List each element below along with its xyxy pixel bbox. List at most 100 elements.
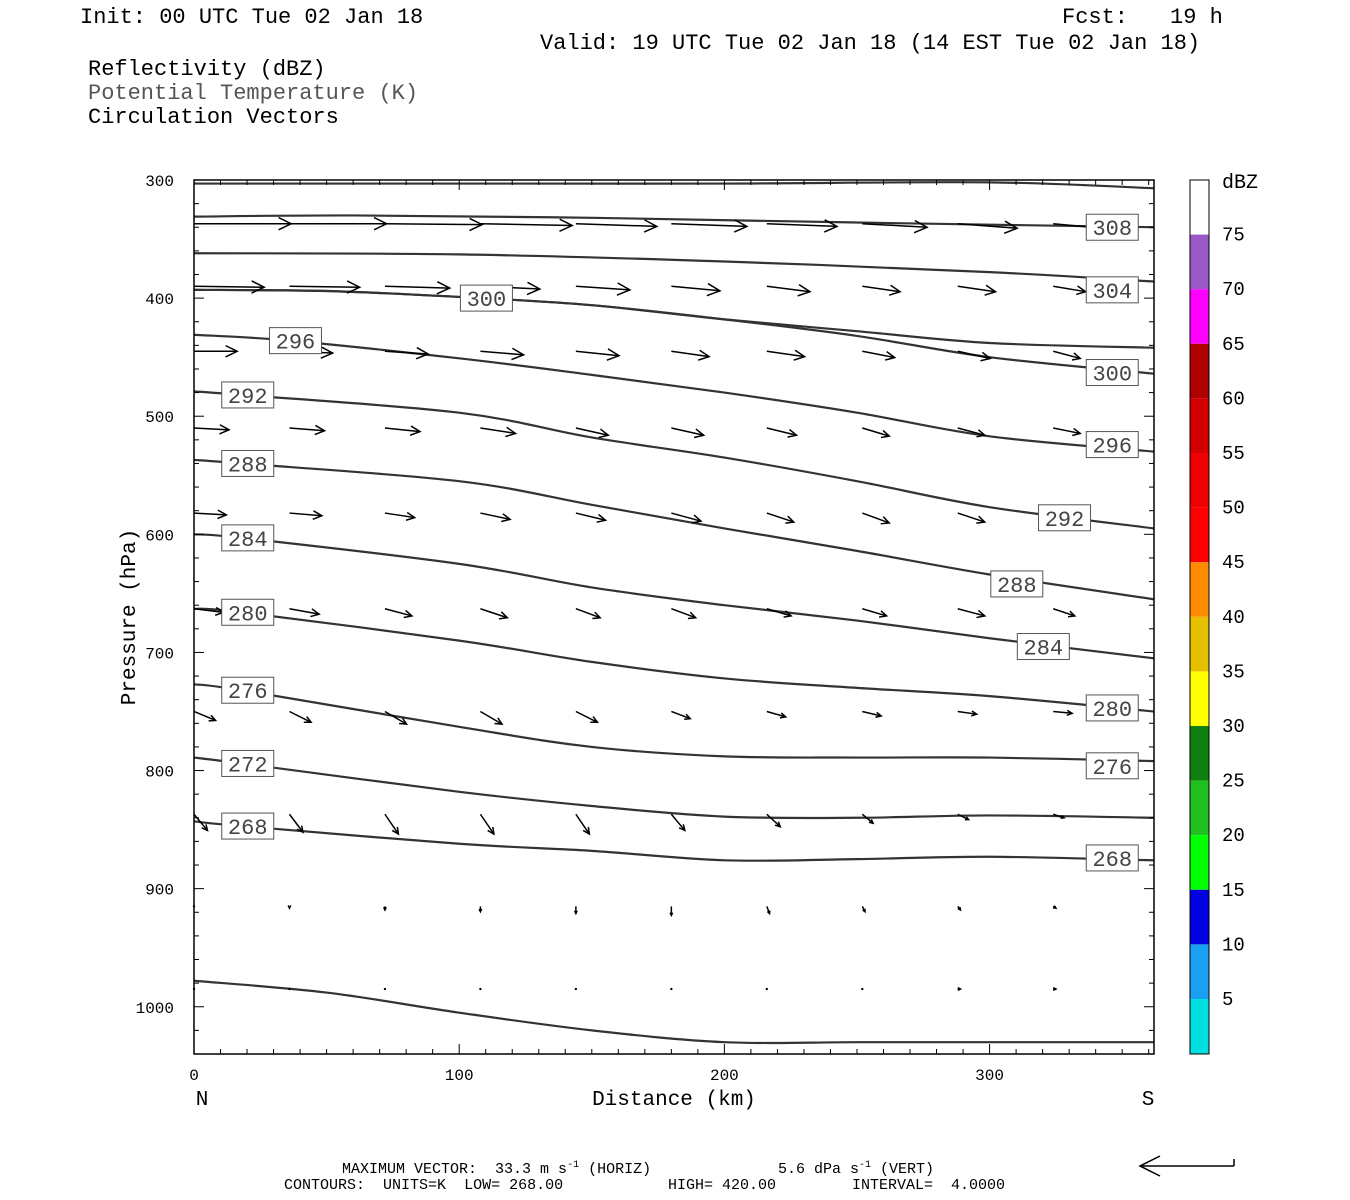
vector-arrow: [480, 608, 508, 619]
vector-arrow-head: [582, 826, 591, 836]
vector-arrow: [671, 512, 702, 522]
vector-arrow: [1052, 608, 1076, 617]
vector-arrow: [862, 222, 928, 229]
vector-arrow-head: [862, 908, 866, 914]
vector-arrow-head: [779, 712, 788, 719]
colorbar-label: 50: [1222, 498, 1245, 520]
vector-arrow: [289, 710, 312, 723]
contour-label: 280: [1092, 698, 1132, 723]
contour-label-box: [221, 812, 275, 840]
vector-layer: [192, 216, 1104, 992]
vector-arrow: [574, 987, 578, 991]
contour-layer: [193, 181, 1155, 1045]
vector-arrow: [766, 350, 805, 358]
reference-vector: [1138, 1155, 1235, 1177]
colorbar-band: [1190, 835, 1209, 890]
colorbar-label: 5: [1222, 989, 1233, 1011]
vector-arrow-head: [596, 513, 608, 523]
contour-label: 272: [228, 753, 268, 778]
colorbar-label: 40: [1222, 607, 1245, 629]
vector-arrow-head: [1066, 709, 1074, 716]
contour-label-box: [221, 598, 275, 626]
contour-label-box: [221, 381, 275, 409]
theta-contour: [193, 458, 1155, 601]
y-tick-label: 400: [145, 291, 174, 309]
vector-arrow-head: [526, 281, 542, 296]
vector-arrow-head: [494, 717, 504, 725]
vector-arrow-head: [880, 516, 891, 525]
colorbar-label: 45: [1222, 552, 1245, 574]
vector-arrow: [861, 813, 874, 824]
vector-arrow: [575, 512, 606, 521]
vector-arrow-head: [1067, 610, 1077, 618]
vector-arrow-head: [409, 425, 422, 436]
contour-label-box: [1038, 504, 1092, 532]
vector-arrow: [575, 813, 590, 835]
vector-arrow-head: [487, 826, 495, 836]
vector-arrow-head: [346, 280, 362, 294]
vector-arrow: [193, 813, 209, 831]
contour-label: 288: [997, 574, 1037, 599]
theta-contour: [193, 820, 1155, 862]
axis-ticks: [193, 179, 1154, 1055]
vector-arrow: [384, 512, 415, 519]
vector-arrow-head: [320, 346, 335, 359]
theta-contour: [193, 683, 1155, 763]
colorbar-label: 10: [1222, 934, 1245, 956]
contour-label: 304: [1092, 280, 1132, 305]
x-end-label-left: N: [196, 1089, 209, 1112]
contour-label-box: [1085, 359, 1139, 387]
vector-arrow-head: [1071, 352, 1082, 361]
vector-arrow: [671, 427, 704, 436]
contour-label: 292: [228, 385, 268, 410]
vector-arrow: [289, 427, 325, 432]
vector-arrow-head: [436, 280, 452, 295]
vector-arrow-head: [1052, 987, 1058, 992]
y-tick-label: 300: [145, 173, 174, 191]
vector-arrow: [957, 222, 1018, 229]
vector-arrow: [765, 987, 769, 991]
vector-arrow-head: [225, 344, 239, 358]
vector-arrow-head: [797, 283, 812, 297]
contour-label: 268: [1092, 848, 1132, 873]
reference-vector-head: [1138, 1155, 1161, 1177]
vector-arrow: [289, 607, 320, 615]
vector-arrow-head: [1052, 905, 1058, 910]
vector-arrow-head: [793, 349, 807, 361]
contour-label-box: [221, 676, 275, 704]
colorbar-band: [1190, 234, 1209, 290]
y-tick-label: 900: [145, 882, 174, 900]
contour-label: 296: [1092, 435, 1132, 460]
x-end-label-right: S: [1142, 1089, 1155, 1112]
vector-arrow: [862, 512, 890, 524]
vector-arrow: [575, 285, 630, 291]
vector-arrow: [957, 512, 985, 523]
vector-arrow: [479, 987, 482, 991]
x-tick-label: 300: [975, 1067, 1004, 1085]
vector-arrow: [288, 813, 304, 833]
vector-arrow: [575, 427, 609, 436]
contour-label: 284: [1024, 637, 1064, 662]
theta-contour: [193, 607, 1155, 713]
legend-reflectivity: Reflectivity (dBZ): [88, 57, 326, 82]
vector-arrow: [1053, 285, 1086, 293]
vector-arrow: [670, 987, 673, 991]
colorbar-label: 35: [1222, 661, 1245, 683]
vector-arrow: [193, 512, 227, 516]
vector-arrow: [957, 710, 977, 715]
contours-interval: INTERVAL= 4.0000: [852, 1177, 1006, 1194]
vector-arrow-head: [976, 429, 987, 438]
vector-arrow-head: [501, 513, 512, 523]
vector-arrow: [384, 285, 450, 289]
vector-arrow-head: [219, 424, 231, 435]
contour-label: 308: [1092, 217, 1132, 242]
vector-arrow-head: [884, 351, 897, 361]
vector-arrow: [480, 427, 516, 435]
vector-arrow: [575, 710, 598, 723]
contour-label-box: [459, 284, 513, 312]
vector-arrow: [1053, 710, 1073, 715]
vector-arrow-head: [1003, 220, 1019, 235]
contour-label: 280: [228, 602, 268, 627]
colorbar-band: [1190, 289, 1209, 344]
vector-arrow-head: [970, 710, 979, 717]
